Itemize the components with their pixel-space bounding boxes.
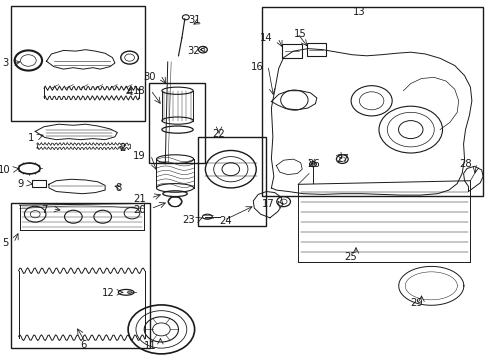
Text: 6: 6 [81,340,87,350]
Text: 18: 18 [133,86,145,96]
Text: 14: 14 [260,33,272,43]
Bar [282,44,301,58]
Text: 2: 2 [119,143,125,153]
Text: 7: 7 [41,204,47,215]
Text: 21: 21 [133,194,145,204]
Text: 30: 30 [142,72,155,82]
Bar [149,83,205,163]
Text: 25: 25 [344,252,357,262]
Bar [198,137,265,226]
Text: 17: 17 [262,199,274,210]
Bar [32,180,46,187]
Text: 15: 15 [293,29,305,39]
Bar [261,7,482,196]
Text: 19: 19 [133,150,145,161]
Text: 28: 28 [458,159,471,169]
Text: 1: 1 [28,132,34,143]
Text: 27: 27 [336,154,348,164]
Text: 11: 11 [144,341,157,351]
Text: 22: 22 [212,129,225,139]
Text: 29: 29 [409,298,422,308]
Text: 24: 24 [219,216,231,226]
Text: 12: 12 [102,288,115,298]
Bar [11,6,145,121]
Text: 3: 3 [2,58,9,68]
Bar [306,43,325,56]
Bar [11,203,150,348]
Text: 10: 10 [0,165,11,175]
Text: 32: 32 [186,46,199,56]
Text: 16: 16 [251,62,264,72]
Text: 20: 20 [133,204,145,215]
Circle shape [311,163,314,165]
Text: 4: 4 [126,87,132,97]
Text: 13: 13 [352,6,365,17]
Circle shape [127,291,131,294]
Text: 8: 8 [115,183,121,193]
Text: 5: 5 [2,238,9,248]
Text: 31: 31 [188,15,201,25]
Text: 23: 23 [182,215,194,225]
Text: 9: 9 [17,179,23,189]
Text: 26: 26 [306,159,319,169]
